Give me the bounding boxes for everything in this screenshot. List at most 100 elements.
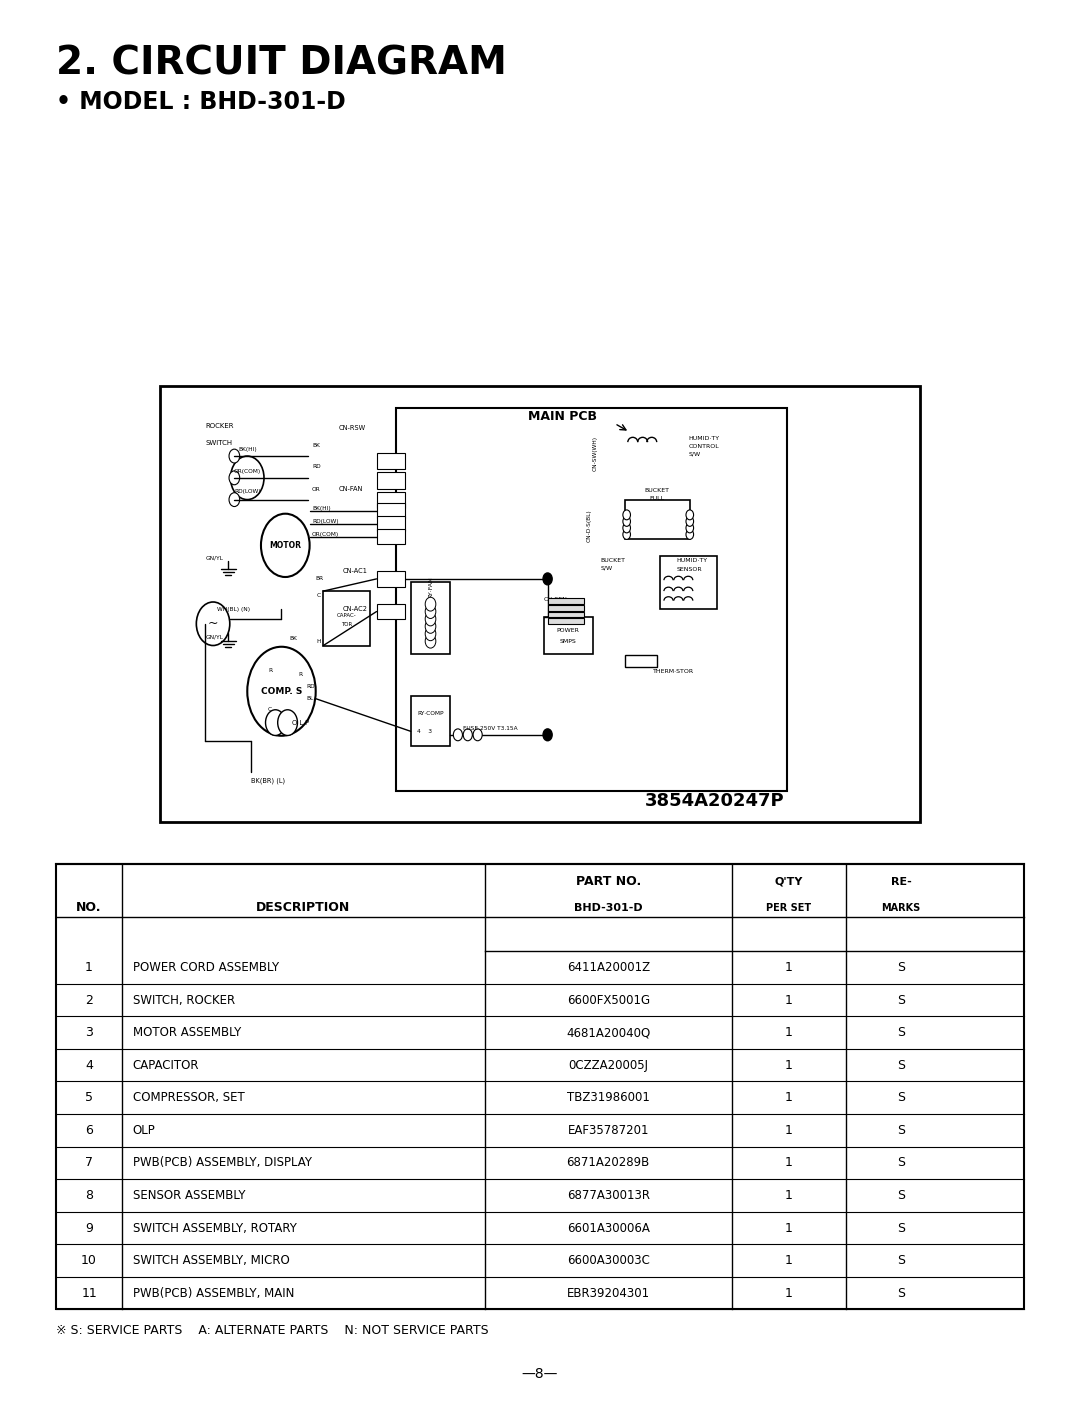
Circle shape <box>197 601 230 645</box>
Text: 1: 1 <box>785 1026 793 1040</box>
Text: BR: BR <box>315 576 324 582</box>
Text: 1: 1 <box>785 1255 793 1267</box>
Text: FUSE 250V T3.15A: FUSE 250V T3.15A <box>463 726 518 731</box>
Text: 1: 1 <box>785 1124 793 1137</box>
Circle shape <box>463 729 472 740</box>
Text: THERM·STOR: THERM·STOR <box>652 669 693 674</box>
Text: BUCKET: BUCKET <box>645 488 670 493</box>
Text: C: C <box>316 593 321 599</box>
Circle shape <box>229 493 240 507</box>
Text: COMPRESSOR, SET: COMPRESSOR, SET <box>133 1092 244 1104</box>
Text: RD: RD <box>307 684 315 690</box>
Text: 3854A20247P: 3854A20247P <box>645 792 785 811</box>
Text: BK(HI): BK(HI) <box>312 506 330 511</box>
Text: EBR39204301: EBR39204301 <box>567 1287 650 1300</box>
Text: —8—: —8— <box>522 1367 558 1381</box>
Text: WH(BL) (N): WH(BL) (N) <box>217 607 249 611</box>
Bar <box>377 452 405 469</box>
Text: PWB(PCB) ASSEMBLY, DISPLAY: PWB(PCB) ASSEMBLY, DISPLAY <box>133 1156 312 1169</box>
Text: C: C <box>268 707 272 712</box>
Text: HUMID·TY: HUMID·TY <box>677 558 708 563</box>
Text: ROCKER: ROCKER <box>205 423 234 429</box>
Text: S/W: S/W <box>600 566 613 570</box>
Text: SWITCH, ROCKER: SWITCH, ROCKER <box>133 993 234 1006</box>
Text: S: S <box>897 1221 905 1235</box>
Text: CONTROL: CONTROL <box>688 444 719 450</box>
Text: RD(LOW): RD(LOW) <box>234 489 260 495</box>
Bar <box>160 386 920 822</box>
Text: SMPS: SMPS <box>559 639 577 643</box>
Text: S: S <box>897 1189 905 1201</box>
Text: • MODEL : BHD-301-D: • MODEL : BHD-301-D <box>56 90 346 114</box>
Bar <box>377 604 405 620</box>
Text: NO.: NO. <box>77 901 102 915</box>
Circle shape <box>426 613 436 625</box>
Text: R: R <box>268 667 272 673</box>
Circle shape <box>426 604 436 618</box>
Text: RE-: RE- <box>891 877 912 887</box>
Bar <box>410 582 450 655</box>
Circle shape <box>623 517 631 527</box>
Text: GN/YL: GN/YL <box>205 634 224 639</box>
Circle shape <box>623 510 631 520</box>
Text: CN-AC2: CN-AC2 <box>342 606 367 611</box>
Text: CN-SW(WH): CN-SW(WH) <box>592 437 597 472</box>
Text: ~: ~ <box>207 617 218 631</box>
Text: 8: 8 <box>85 1189 93 1201</box>
Bar <box>377 516 405 531</box>
Circle shape <box>230 457 264 500</box>
Text: MARKS: MARKS <box>881 903 920 913</box>
Circle shape <box>473 729 482 740</box>
Circle shape <box>261 514 310 577</box>
Text: 1: 1 <box>785 1189 793 1201</box>
Text: 6871A20289B: 6871A20289B <box>567 1156 650 1169</box>
Text: 1: 1 <box>785 1287 793 1300</box>
Text: 4    3: 4 3 <box>417 729 432 733</box>
Text: BHD-301-D: BHD-301-D <box>573 903 643 913</box>
Text: RD(LOW): RD(LOW) <box>312 518 338 524</box>
Text: S: S <box>897 961 905 974</box>
Circle shape <box>229 450 240 464</box>
Text: 1: 1 <box>785 961 793 974</box>
Bar <box>625 655 657 667</box>
Text: COMP. S: COMP. S <box>260 687 302 695</box>
Text: 11: 11 <box>81 1287 97 1300</box>
Text: 6600A30003C: 6600A30003C <box>567 1255 650 1267</box>
Text: BK(BR) (L): BK(BR) (L) <box>251 777 285 784</box>
Text: CN-RSW: CN-RSW <box>338 424 366 431</box>
Text: 2. CIRCUIT DIAGRAM: 2. CIRCUIT DIAGRAM <box>56 45 507 83</box>
Text: 1: 1 <box>785 1092 793 1104</box>
Text: ※ S: SERVICE PARTS    A: ALTERNATE PARTS    N: NOT SERVICE PARTS: ※ S: SERVICE PARTS A: ALTERNATE PARTS N:… <box>56 1324 489 1338</box>
Text: RY·FAN: RY·FAN <box>428 576 433 597</box>
Text: S: S <box>897 993 905 1006</box>
Bar <box>548 611 584 617</box>
Text: FULL: FULL <box>649 496 664 500</box>
Text: 6600FX5001G: 6600FX5001G <box>567 993 650 1006</box>
Circle shape <box>623 523 631 532</box>
Text: MOTOR: MOTOR <box>269 541 301 549</box>
Circle shape <box>426 597 436 611</box>
Bar <box>377 492 405 509</box>
Text: POWER: POWER <box>556 628 580 632</box>
Text: PWB(PCB) ASSEMBLY, MAIN: PWB(PCB) ASSEMBLY, MAIN <box>133 1287 294 1300</box>
Text: CN-D·S(BL): CN-D·S(BL) <box>586 510 592 542</box>
Circle shape <box>686 523 693 532</box>
Text: 1: 1 <box>785 993 793 1006</box>
Text: 10: 10 <box>81 1255 97 1267</box>
Text: TOR: TOR <box>341 622 352 627</box>
Circle shape <box>266 710 285 735</box>
Bar <box>377 528 405 545</box>
Text: SWITCH ASSEMBLY, MICRO: SWITCH ASSEMBLY, MICRO <box>133 1255 289 1267</box>
Bar <box>625 500 690 538</box>
Text: 1: 1 <box>785 1156 793 1169</box>
Text: EAF35787201: EAF35787201 <box>567 1124 649 1137</box>
Circle shape <box>543 573 552 584</box>
Circle shape <box>426 620 436 634</box>
Text: CN-AC1: CN-AC1 <box>342 569 367 575</box>
Text: MOTOR ASSEMBLY: MOTOR ASSEMBLY <box>133 1026 241 1040</box>
Text: PER SET: PER SET <box>766 903 811 913</box>
Text: OR(COM): OR(COM) <box>312 532 339 537</box>
Text: S: S <box>897 1124 905 1137</box>
Text: S: S <box>897 1287 905 1300</box>
Circle shape <box>686 510 693 520</box>
